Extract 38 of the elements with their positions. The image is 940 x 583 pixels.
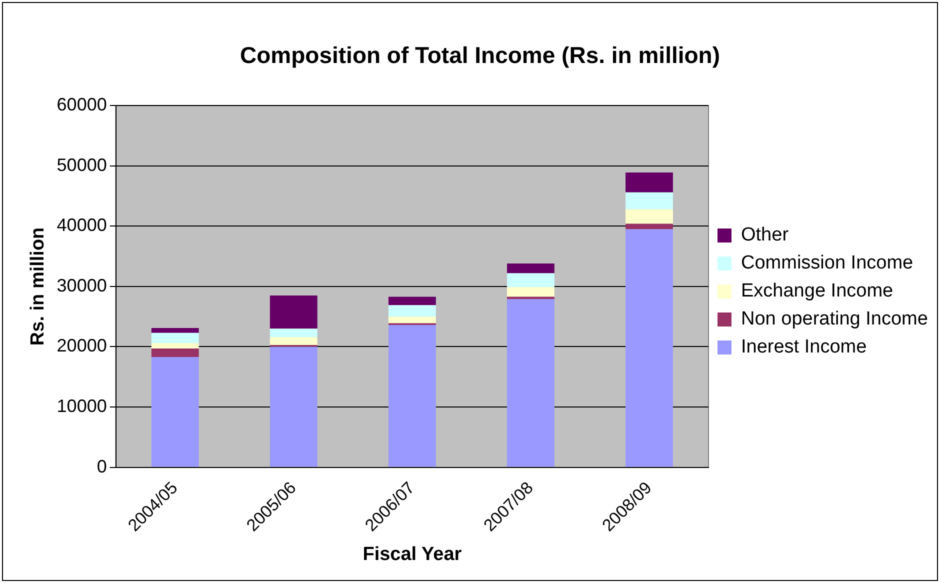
- bar: [151, 328, 199, 333]
- bar: [626, 224, 673, 230]
- bar: [626, 209, 673, 224]
- bar: [507, 296, 554, 300]
- y-tick-label: 50000: [56, 154, 107, 175]
- bar: [151, 343, 199, 349]
- y-tick-label: 0: [96, 456, 107, 476]
- bar: [388, 325, 436, 467]
- legend-label: Non operating Income: [741, 308, 928, 330]
- y-tick-label: 10000: [56, 396, 107, 416]
- bar: [507, 264, 554, 274]
- bar: [270, 296, 318, 329]
- bar: [388, 305, 436, 317]
- y-axis-title: Rs. in million: [28, 227, 49, 346]
- bar: [626, 192, 673, 210]
- bar: [270, 346, 318, 467]
- legend-label: Other: [741, 224, 790, 246]
- chart-title: Composition of Total Income (Rs. in million): [240, 42, 720, 68]
- bar: [626, 172, 673, 192]
- y-tick-label: 40000: [56, 215, 107, 236]
- bar: [270, 337, 318, 345]
- bar: [626, 229, 673, 467]
- y-tick-label: 60000: [56, 94, 107, 115]
- bar: [388, 296, 436, 306]
- y-tick-label: 20000: [56, 336, 107, 356]
- y-tick-label: 30000: [56, 275, 107, 296]
- legend-label: Commission Income: [741, 252, 914, 274]
- legend-label: Inerest Income: [741, 336, 867, 358]
- bar: [151, 348, 199, 357]
- bar: [507, 299, 554, 467]
- x-axis-title: Fiscal Year: [362, 544, 462, 565]
- bar: [388, 316, 436, 324]
- legend-label: Exchange Income: [741, 280, 894, 302]
- bar: [507, 273, 554, 288]
- bar: [270, 328, 318, 338]
- bar: [507, 287, 554, 297]
- bar: [151, 332, 199, 344]
- bar: [151, 357, 199, 467]
